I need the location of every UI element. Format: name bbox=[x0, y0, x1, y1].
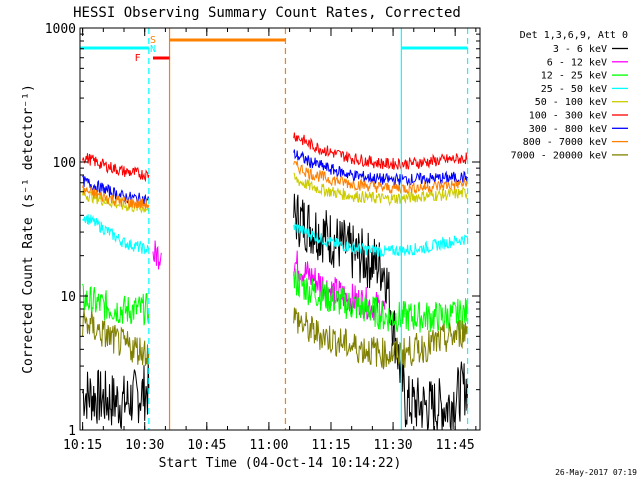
series-line-2-1 bbox=[293, 268, 469, 333]
series-2 bbox=[82, 268, 469, 333]
series-line-3-1 bbox=[293, 222, 469, 258]
legend-label-2: 12 - 25 keV bbox=[541, 71, 607, 82]
legend-title: Det 1,3,6,9, Att 0 bbox=[520, 30, 628, 41]
series-line-3-0 bbox=[82, 214, 150, 255]
series-line-4-1 bbox=[293, 172, 469, 207]
legend-label-1: 6 - 12 keV bbox=[547, 57, 607, 68]
x-tick-label: 10:15 bbox=[63, 438, 102, 453]
x-tick-label: 10:45 bbox=[187, 438, 226, 453]
y-tick-label: 10 bbox=[60, 290, 76, 305]
series-line-7-1 bbox=[293, 160, 469, 195]
y-tick-label: 100 bbox=[53, 156, 76, 171]
y-tick-label: 1 bbox=[68, 424, 76, 439]
y-axis-label: Corrected Count Rate (s⁻¹ detector⁻¹) bbox=[21, 84, 36, 374]
legend-label-4: 50 - 100 keV bbox=[535, 97, 607, 108]
timestamp: 26-May-2017 07:19 bbox=[555, 468, 637, 477]
x-tick-label: 11:30 bbox=[374, 438, 413, 453]
x-axis-label: Start Time (04-Oct-14 10:14:22) bbox=[159, 456, 402, 471]
plot-frame bbox=[79, 27, 481, 431]
legend-label-6: 300 - 800 keV bbox=[529, 124, 607, 135]
plot-area: NSF bbox=[79, 27, 481, 431]
x-tick-label: 11:15 bbox=[311, 438, 350, 453]
series-line-8-0 bbox=[82, 309, 150, 366]
legend: Det 1,3,6,9, Att 0 3 - 6 keV 6 - 12 keV 12… bbox=[511, 30, 628, 161]
series-line-2-0 bbox=[82, 283, 150, 326]
y-tick-label: 1000 bbox=[45, 22, 76, 37]
series-8 bbox=[82, 307, 469, 370]
x-tick-label: 11:45 bbox=[436, 438, 475, 453]
series-5 bbox=[82, 132, 468, 183]
flag-label-S: S bbox=[150, 35, 156, 46]
series-line-5-1 bbox=[293, 132, 468, 170]
series-7 bbox=[82, 160, 469, 210]
x-tick-label: 11:00 bbox=[249, 438, 288, 453]
series-line-1-1 bbox=[293, 250, 386, 324]
series-0 bbox=[82, 193, 469, 431]
x-tick-labels: 10:15 10:30 10:45 11:00 11:15 11:30 11:45 bbox=[63, 28, 477, 453]
legend-label-3: 25 - 50 keV bbox=[541, 84, 607, 95]
series-line-8-1 bbox=[293, 307, 469, 370]
flag-label-N: N bbox=[150, 44, 156, 55]
legend-label-0: 3 - 6 keV bbox=[553, 44, 607, 55]
series-3 bbox=[82, 214, 469, 258]
series-line-5-0 bbox=[82, 153, 150, 183]
legend-label-7: 800 - 7000 keV bbox=[523, 137, 607, 148]
series-1 bbox=[152, 240, 386, 324]
series-line-0-0 bbox=[82, 361, 150, 429]
legend-label-8: 7000 - 20000 keV bbox=[511, 150, 607, 161]
y-tick-labels: 1 10 100 1000 bbox=[45, 22, 480, 439]
chart-title: HESSI Observing Summary Count Rates, Cor… bbox=[73, 5, 461, 21]
flag-label-F: F bbox=[135, 53, 141, 64]
series-line-1-0 bbox=[152, 240, 162, 270]
legend-label-5: 100 - 300 keV bbox=[529, 111, 607, 122]
series-line-7-0 bbox=[82, 184, 150, 210]
x-tick-label: 10:30 bbox=[125, 438, 164, 453]
series-line-0-1 bbox=[293, 193, 469, 431]
